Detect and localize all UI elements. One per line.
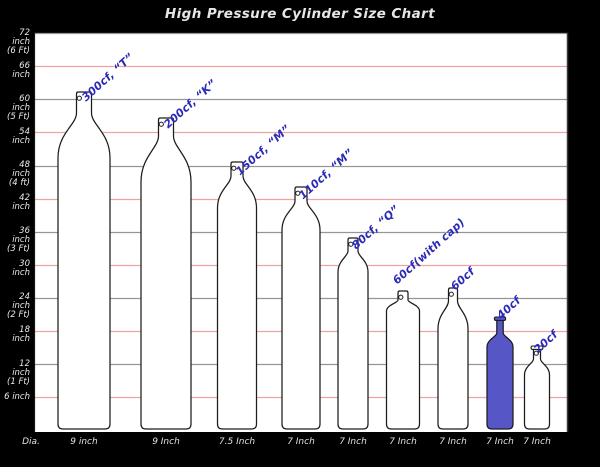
y-tick-label-6in: 6 inch bbox=[4, 391, 30, 402]
diameter-caption: Dia. bbox=[22, 437, 40, 447]
cylinder-shape-60cf bbox=[437, 287, 469, 430]
y-tick-label-30in: 30 inch bbox=[12, 259, 30, 279]
y-tick-label-24in: 24 inch (2 Ft) bbox=[7, 292, 30, 321]
valve-port-icon bbox=[231, 165, 237, 171]
cylinder-shape-200cf bbox=[140, 117, 192, 430]
y-tick-label-18in: 18 inch bbox=[12, 325, 30, 345]
y-tick-label-42in: 42 inch bbox=[12, 193, 30, 213]
chart-title: High Pressure Cylinder Size Chart bbox=[164, 6, 436, 22]
diameter-label-150cf: 7.5 Inch bbox=[218, 437, 256, 447]
y-tick-label-36in: 36 inch (3 Ft) bbox=[7, 226, 30, 255]
diameter-label-80cf: 7 Inch bbox=[339, 437, 367, 447]
y-tick-label-12in: 12 inch (1 Ft) bbox=[7, 358, 30, 387]
diameter-label-200cf: 9 Inch bbox=[152, 437, 180, 447]
y-tick-label-60in: 60 inch (5 Ft) bbox=[7, 93, 30, 122]
cylinder-shape-110cf bbox=[281, 186, 321, 430]
y-tick-label-72in: 72 inch (6 Ft) bbox=[7, 27, 30, 56]
valve-port-icon bbox=[448, 291, 454, 297]
cylinder-shape-300cf bbox=[57, 91, 111, 430]
valve-tbar-icon bbox=[530, 345, 544, 350]
cylinder-shape-150cf bbox=[216, 161, 258, 430]
valve-tbar-icon bbox=[493, 316, 507, 321]
diameter-label-300cf: 9 inch bbox=[70, 437, 98, 447]
y-tick-label-48in: 48 inch (4 ft) bbox=[8, 160, 30, 189]
cylinder-shape-80cf bbox=[337, 237, 369, 430]
diameter-label-60cf: 7 Inch bbox=[389, 437, 417, 447]
valve-port-icon bbox=[398, 294, 404, 300]
valve-port-icon bbox=[158, 121, 164, 127]
cylinder-shape-60cf bbox=[385, 290, 421, 430]
diameter-label-110cf: 7 Inch bbox=[287, 437, 315, 447]
y-tick-label-54in: 54 inch bbox=[12, 126, 30, 146]
y-tick-label-66in: 66 inch bbox=[12, 60, 30, 80]
valve-port-icon bbox=[295, 190, 301, 196]
diameter-label-40cf: 7 Inch bbox=[486, 437, 514, 447]
valve-port-icon bbox=[348, 241, 354, 247]
diameter-label-20cf: 7 Inch bbox=[523, 437, 551, 447]
valve-port-icon bbox=[76, 95, 82, 101]
diameter-label-60cf: 7 Inch bbox=[439, 437, 467, 447]
valve-port-icon bbox=[533, 350, 539, 356]
